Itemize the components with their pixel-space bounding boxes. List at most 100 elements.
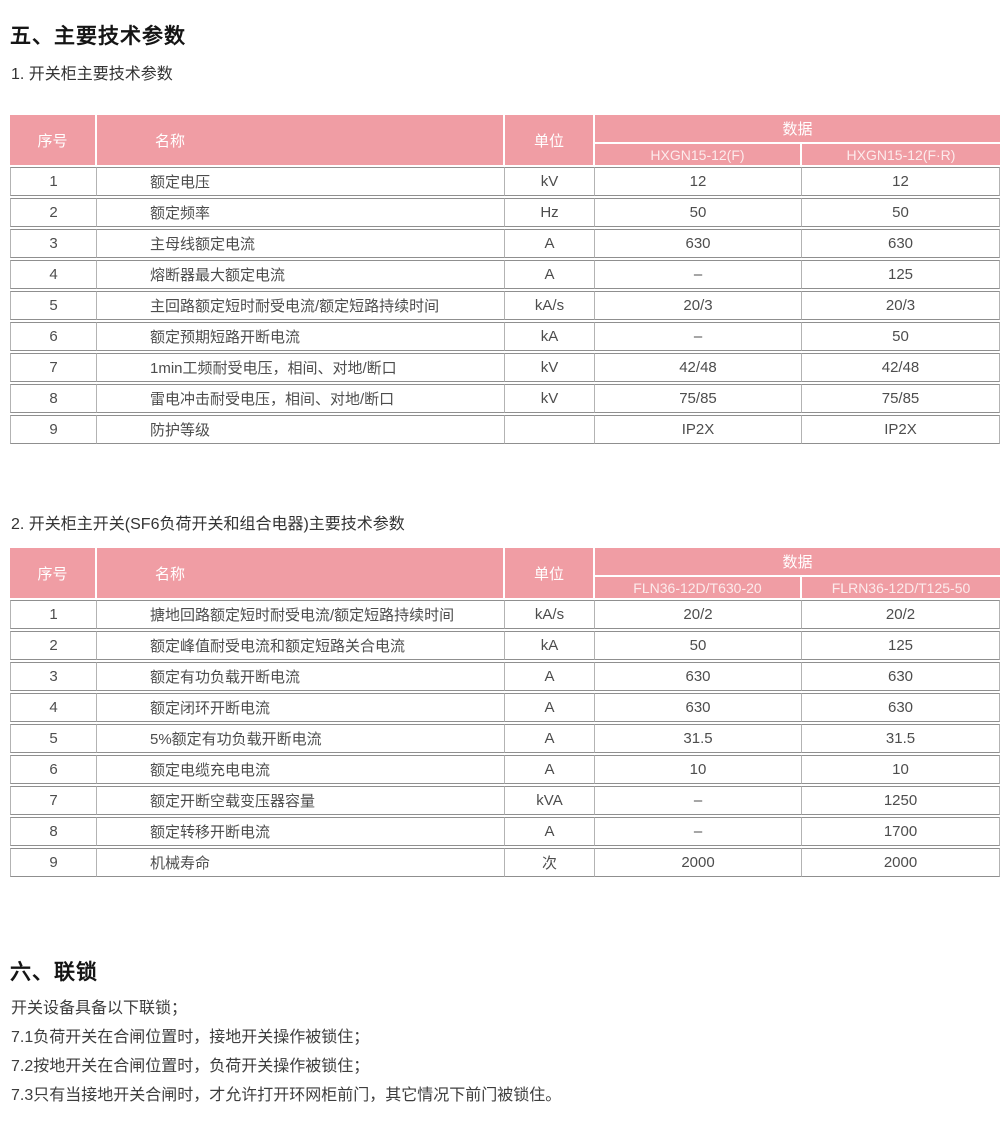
param-value-model1: – bbox=[595, 322, 802, 351]
table-row: 6 额定电缆充电电流 A 10 10 bbox=[10, 755, 1001, 784]
param-value-model2: 50 bbox=[802, 198, 1001, 227]
param-value-model1: 10 bbox=[595, 755, 802, 784]
param-value-model2: 630 bbox=[802, 662, 1001, 691]
param-value-model1: 12 bbox=[595, 167, 802, 196]
param-unit: A bbox=[505, 724, 595, 753]
col-header-data: 数据 bbox=[595, 548, 1001, 575]
param-unit: Hz bbox=[505, 198, 595, 227]
param-value-model2: 1250 bbox=[802, 786, 1001, 815]
param-name: 主母线额定电流 bbox=[97, 229, 505, 258]
table-row: 1 搪地回路额定短时耐受电流/额定短路持续时间 kA/s 20/2 20/2 bbox=[10, 600, 1001, 629]
table-row: 3 额定有功负载开断电流 A 630 630 bbox=[10, 662, 1001, 691]
param-unit: 次 bbox=[505, 848, 595, 877]
row-number: 4 bbox=[10, 693, 97, 722]
col-header-model-2: FLRN36-12D/T125-50 bbox=[802, 577, 1001, 598]
table-row: 6 额定预期短路开断电流 kA –50 bbox=[10, 322, 1001, 351]
table-row: 7 1min工频耐受电压，相间、对地/断口 kV 42/48 42/48 bbox=[10, 353, 1001, 382]
param-unit: kA/s bbox=[505, 291, 595, 320]
param-value-model1: 2000 bbox=[595, 848, 802, 877]
interlock-intro-line: 开关设备具备以下联锁； bbox=[11, 1000, 188, 1017]
param-value-model2: 125 bbox=[802, 260, 1001, 289]
table-row: 4 额定闭环开断电流 A 630 630 bbox=[10, 693, 1001, 722]
param-value-model1: 20/3 bbox=[595, 291, 802, 320]
table-row: 3 主母线额定电流 A 630 630 bbox=[10, 229, 1001, 258]
param-name: 额定电缆充电电流 bbox=[97, 755, 505, 784]
param-value-model2: 2000 bbox=[802, 848, 1001, 877]
param-unit: kV bbox=[505, 167, 595, 196]
param-value-model2: 1700 bbox=[802, 817, 1001, 846]
table2-caption: 2. 开关柜主开关(SF6负荷开关和组合电器)主要技术参数 bbox=[11, 516, 405, 533]
col-header-model-1: FLN36-12D/T630-20 bbox=[595, 577, 802, 598]
param-value-model1: 75/85 bbox=[595, 384, 802, 413]
table1-header: 序号 名称 单位 数据 HXGN15-12(F) HXGN15-12(F·R) bbox=[10, 115, 1001, 165]
table-row: 4 熔断器最大额定电流 A –125 bbox=[10, 260, 1001, 289]
header-row-models: HXGN15-12(F) HXGN15-12(F·R) bbox=[10, 144, 1001, 165]
switchgear-params-table: 序号 名称 单位 数据 HXGN15-12(F) HXGN15-12(F·R) … bbox=[10, 113, 1001, 446]
col-header-unit: 单位 bbox=[505, 115, 595, 165]
param-value-model2: 20/3 bbox=[802, 291, 1001, 320]
param-value-model1: 20/2 bbox=[595, 600, 802, 629]
header-row-models: FLN36-12D/T630-20 FLRN36-12D/T125-50 bbox=[10, 577, 1001, 598]
param-name: 1min工频耐受电压，相间、对地/断口 bbox=[97, 353, 505, 382]
param-value-model2: 10 bbox=[802, 755, 1001, 784]
param-value-model1: IP2X bbox=[595, 415, 802, 444]
col-header-model-1: HXGN15-12(F) bbox=[595, 144, 802, 165]
table-row: 8 雷电冲击耐受电压，相间、对地/断口 kV 75/85 75/85 bbox=[10, 384, 1001, 413]
row-number: 2 bbox=[10, 198, 97, 227]
param-name: 主回路额定短时耐受电流/额定短路持续时间 bbox=[97, 291, 505, 320]
table2-header: 序号 名称 单位 数据 FLN36-12D/T630-20 FLRN36-12D… bbox=[10, 548, 1001, 598]
col-header-name: 名称 bbox=[97, 548, 505, 598]
row-number: 5 bbox=[10, 724, 97, 753]
param-unit bbox=[505, 415, 595, 444]
param-value-model2: 20/2 bbox=[802, 600, 1001, 629]
row-number: 3 bbox=[10, 229, 97, 258]
param-name: 额定电压 bbox=[97, 167, 505, 196]
param-value-model2: 125 bbox=[802, 631, 1001, 660]
param-value-model1: 50 bbox=[595, 631, 802, 660]
interlock-rule-7-3: 7.3只有当接地开关合闸时，才允许打开环网柜前门，其它情况下前门被锁住。 bbox=[11, 1087, 562, 1104]
param-name: 额定开断空载变压器容量 bbox=[97, 786, 505, 815]
interlock-rule-7-1: 7.1负荷开关在合闸位置时，接地开关操作被锁住； bbox=[11, 1029, 370, 1046]
row-number: 5 bbox=[10, 291, 97, 320]
param-unit: kV bbox=[505, 384, 595, 413]
param-name: 熔断器最大额定电流 bbox=[97, 260, 505, 289]
row-number: 7 bbox=[10, 353, 97, 382]
param-value-model1: 42/48 bbox=[595, 353, 802, 382]
param-unit: kA bbox=[505, 631, 595, 660]
table1-body: 1 额定电压 kV 12 12 2 额定频率 Hz 50 50 3 主母线额定电流 A 630 630 4 熔断… bbox=[10, 167, 1001, 444]
param-unit: A bbox=[505, 662, 595, 691]
table-row: 5 5%额定有功负载开断电流 A 31.5 31.5 bbox=[10, 724, 1001, 753]
param-value-model2: IP2X bbox=[802, 415, 1001, 444]
param-value-model2: 630 bbox=[802, 693, 1001, 722]
table2-body: 1 搪地回路额定短时耐受电流/额定短路持续时间 kA/s 20/2 20/2 2 额定峰值耐… bbox=[10, 600, 1001, 877]
param-value-model2: 42/48 bbox=[802, 353, 1001, 382]
param-unit: A bbox=[505, 260, 595, 289]
param-value-model2: 75/85 bbox=[802, 384, 1001, 413]
header-row-main: 序号 名称 单位 数据 bbox=[10, 548, 1001, 598]
table-row: 9 机械寿命次 2000 2000 bbox=[10, 848, 1001, 877]
param-name: 额定闭环开断电流 bbox=[97, 693, 505, 722]
param-value-model1: – bbox=[595, 786, 802, 815]
table-row: 7 额定开断空载变压器容量 kVA –1250 bbox=[10, 786, 1001, 815]
col-header-name: 名称 bbox=[97, 115, 505, 165]
table-row: 2 额定峰值耐受电流和额定短路关合电流 kA 50 125 bbox=[10, 631, 1001, 660]
param-unit: A bbox=[505, 755, 595, 784]
interlock-text-block: 开关设备具备以下联锁； 7.1负荷开关在合闸位置时，接地开关操作被锁住； 7.2… bbox=[11, 994, 561, 1110]
param-value-model1: – bbox=[595, 817, 802, 846]
section5-title: 五、主要技术参数 bbox=[10, 25, 186, 48]
param-name: 雷电冲击耐受电压，相间、对地/断口 bbox=[97, 384, 505, 413]
row-number: 7 bbox=[10, 786, 97, 815]
col-header-unit: 单位 bbox=[505, 548, 595, 598]
param-name: 额定预期短路开断电流 bbox=[97, 322, 505, 351]
param-name: 5%额定有功负载开断电流 bbox=[97, 724, 505, 753]
param-unit: kA bbox=[505, 322, 595, 351]
row-number: 1 bbox=[10, 167, 97, 196]
row-number: 4 bbox=[10, 260, 97, 289]
row-number: 1 bbox=[10, 600, 97, 629]
table-row: 8 额定转移开断电流 A –1700 bbox=[10, 817, 1001, 846]
param-unit: A bbox=[505, 817, 595, 846]
table-row: 9 防护等级 IP2X IP2X bbox=[10, 415, 1001, 444]
param-name: 额定转移开断电流 bbox=[97, 817, 505, 846]
param-value-model2: 31.5 bbox=[802, 724, 1001, 753]
param-value-model1: 630 bbox=[595, 693, 802, 722]
